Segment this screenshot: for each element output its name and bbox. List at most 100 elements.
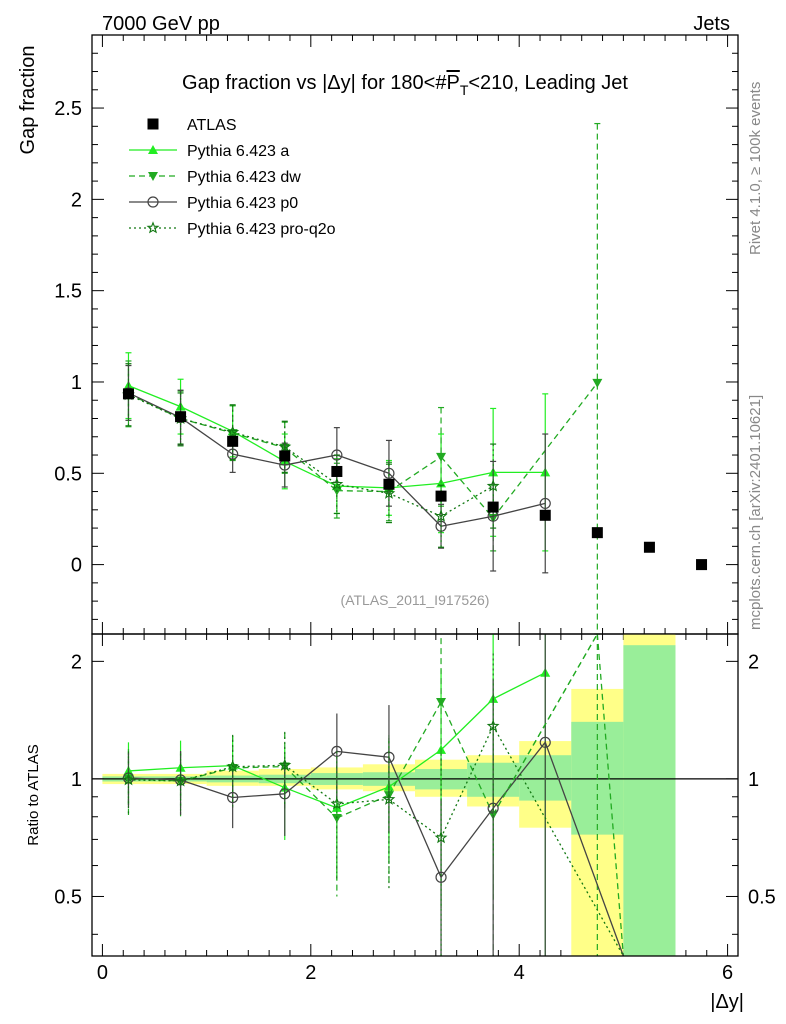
ratio-series-line [232,765,285,769]
ratio-series-line [336,794,390,819]
mc-series-line [440,471,494,484]
analysis-category-label: Jets [693,13,730,35]
y-tick-label: 2 [71,189,82,211]
ratio-series-line [128,777,181,781]
mc-series-line [492,502,546,517]
x-tick-label: 2 [305,962,316,984]
ratio-data-point [435,871,447,883]
ratio-data-point [330,797,344,810]
atlas-data-point [643,541,655,553]
ratio-series-line [232,764,285,768]
mc-data-point [226,425,240,438]
ratio-y-tick-label-right: 2 [748,651,759,673]
y-tick-label: 0.5 [54,463,82,485]
analysis-id-watermark: (ATLAS_2011_I917526) [341,592,490,608]
x-tick-label: 4 [514,962,525,984]
atlas-data-point [331,465,343,477]
mc-series-line [284,460,338,487]
ratio-data-point [331,814,342,824]
atlas-data-point [279,450,291,462]
ratio-series-line [180,766,233,782]
ratio-series-line [492,672,546,700]
main-plot-panel: 0 0.5 1 1.5 2 2.5 Gap fraction vs |Δy| for 18… [17,34,739,956]
y-tick-label: 1.5 [54,281,82,303]
ratio-series-line [336,750,390,758]
mc-series-line [440,515,494,527]
mc-data-point [382,486,396,499]
legend-label: Pythia 6.423 p0 [187,195,298,212]
mc-series-line [232,453,285,466]
legend-marker [148,172,158,181]
atlas-data-point [487,501,499,513]
legend-marker [147,196,159,208]
mc-series-line [388,482,442,489]
ratio-series-line [284,766,338,819]
ratio-series-line [492,741,546,809]
mcplots-source-label: mcplots.cern.ch [arXiv:2401.10621] [747,395,764,630]
rivet-version-label: Rivet 4.1.0, ≥ 100k events [747,82,764,255]
mc-series-line [284,454,337,466]
ratio-series-line [388,756,442,878]
y-tick-label: 1 [71,372,82,394]
ratio-data-point [539,736,551,748]
ratio-tail-line [596,633,625,957]
ratio-series-line [128,779,181,782]
uncertainty-band-inner [623,645,676,956]
ratio-series-line [440,725,494,839]
ratio-plot-frame [91,633,739,957]
mc-series-line [128,385,181,408]
ratio-y-tick-label-right: 1 [748,769,759,791]
mc-data-point [436,452,447,462]
ratio-y-tick-label: 2 [71,651,82,673]
ratio-data-point [487,802,499,814]
mc-data-point [383,467,395,479]
atlas-data-point [175,411,187,423]
mc-series-line [388,472,442,527]
ratio-series-line [388,749,442,788]
ratio-data-point [226,759,240,773]
ratio-data-point [122,773,135,786]
y-tick-label: 2.5 [54,98,82,120]
legend-label: Pythia 6.423 a [187,143,289,160]
mc-series-line [180,406,233,432]
x-axis-label: |Δy| [710,991,744,1013]
ratio-series-line [284,750,338,795]
atlas-data-point [435,490,447,502]
ratio-data-point [436,698,447,708]
x-tick-label: 6 [722,962,733,984]
ratio-data-point [486,719,500,732]
mc-series-line [336,485,389,489]
collision-label: 7000 GeV pp [102,13,220,35]
mc-data-point [486,479,500,492]
ratio-tail-line [492,633,598,816]
ratio-y-tick-label-right: 0.5 [748,886,776,908]
ratio-plot-panel: 0 2 4 6 0.5 0.5 1 1 2 2 Ratio to ATLAS |Δy| [25,633,776,1013]
mc-series-line [336,483,390,495]
ratio-series-line [232,765,286,789]
y-tick-label: 0 [71,555,82,577]
mc-series-line [336,489,389,493]
mc-data-point [539,497,551,510]
legend-label: ATLAS [187,117,237,134]
mc-series-line [128,392,181,419]
mc-data-point [278,440,292,453]
ratio-series-line [440,807,494,878]
mc-data-point [434,509,448,522]
mc-series-line [128,394,181,420]
mc-series-line [180,417,233,434]
ratio-series-line [180,767,233,782]
mc-series-line [180,417,233,433]
atlas-data-point [227,435,239,447]
ratio-series-line [388,701,442,796]
ratio-data-point [174,774,188,787]
ratio-series-line [128,778,181,782]
ratio-y-axis-label: Ratio to ATLAS [25,744,42,845]
mc-series-line [180,417,234,455]
legend: ATLAS Pythia 6.423 a Pythia 6.423 dw Pythia… [129,117,336,238]
mc-series-line [232,430,286,462]
ratio-series-line [440,701,494,816]
mc-data-point [592,378,603,388]
atlas-data-point [591,527,603,539]
ratio-series-line [180,764,233,769]
